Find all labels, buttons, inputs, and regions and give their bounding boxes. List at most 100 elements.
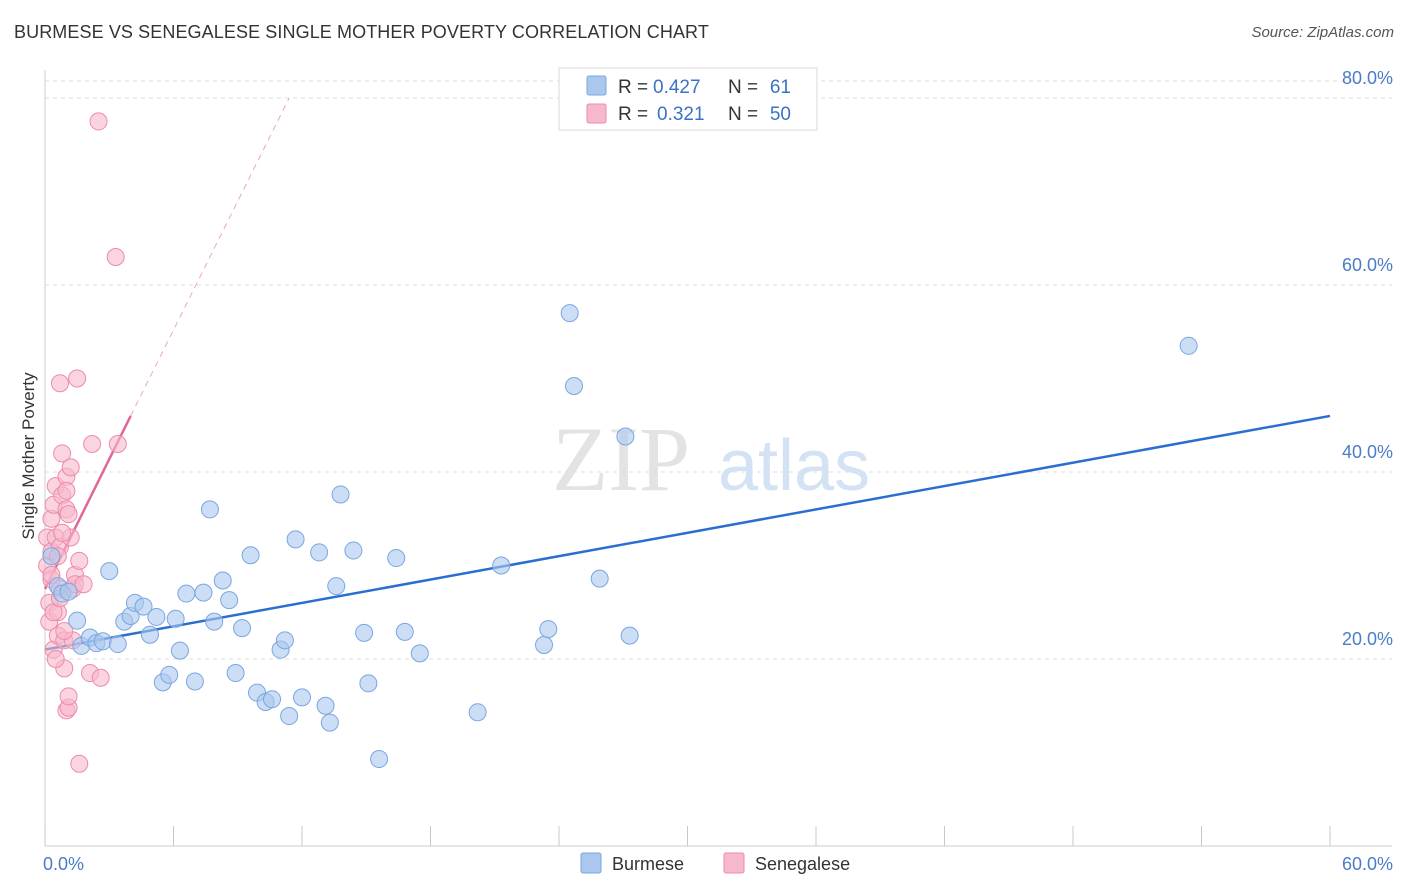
bottom-legend-label-burmese: Burmese (612, 854, 684, 874)
legend-r-value-2: 0.321 (657, 104, 705, 125)
burmese-point (233, 619, 252, 638)
grid-lines (45, 80, 1392, 660)
burmese-point (344, 541, 363, 560)
senegalese-point (57, 481, 76, 500)
bottom-legend-swatch-burmese (580, 852, 602, 874)
burmese-point (359, 674, 378, 693)
burmese-point (1179, 336, 1198, 355)
burmese-point (590, 569, 609, 588)
burmese-point (564, 377, 583, 396)
burmese-point (395, 622, 414, 641)
legend-swatch-burmese (586, 75, 607, 96)
senegalese-point (108, 434, 127, 453)
senegalese-point (70, 754, 89, 773)
burmese-point (370, 750, 389, 769)
senegalese-point (106, 247, 125, 266)
burmese-point (316, 696, 335, 715)
legend-n-value-2: 50 (770, 104, 791, 125)
burmese-point (331, 485, 350, 504)
series-legend: Burmese Senegalese (580, 852, 850, 874)
burmese-point (280, 707, 299, 726)
y-tick-label: 60.0% (1342, 255, 1393, 275)
burmese-trend-line (44, 414, 1331, 651)
legend-r-label-1: R = (618, 77, 648, 98)
legend-n-value-1: 61 (770, 77, 791, 98)
burmese-point (147, 607, 166, 626)
senegalese-point (70, 551, 89, 570)
x-tick-label-max: 60.0% (1342, 854, 1393, 874)
burmese-point (185, 672, 204, 691)
senegalese-point (89, 112, 108, 131)
burmese-point (220, 591, 239, 610)
watermark-zip: ZIP (552, 408, 690, 510)
legend-r-label-2: R = (618, 104, 648, 125)
bottom-legend-swatch-senegalese (723, 852, 745, 874)
burmese-point (492, 556, 511, 575)
burmese-point (310, 543, 329, 562)
senegalese-point (91, 668, 110, 687)
y-tick-label: 40.0% (1342, 442, 1393, 462)
burmese-point (140, 625, 159, 644)
burmese-point (213, 571, 232, 590)
burmese-point (226, 664, 245, 683)
burmese-point (100, 562, 119, 581)
senegalese-trend-extension (130, 97, 290, 417)
axes: 20.0% 40.0% 60.0% 80.0% 0.0% 60.0% (43, 68, 1393, 874)
senegalese-point (55, 621, 74, 640)
senegalese-point (53, 523, 72, 542)
burmese-point (59, 582, 78, 601)
burmese-point (263, 690, 282, 709)
burmese-point (560, 304, 579, 323)
y-axis-title: Single Mother Poverty (19, 372, 38, 540)
burmese-point (320, 713, 339, 732)
stats-legend: R = 0.427 N = 61 R = 0.321 N = 50 (558, 67, 818, 131)
burmese-point (468, 703, 487, 722)
y-tick-label: 20.0% (1342, 629, 1393, 649)
burmese-point (108, 635, 127, 654)
watermark-atlas: atlas (718, 426, 870, 506)
burmese-point (535, 635, 554, 654)
y-tick-label: 80.0% (1342, 68, 1393, 88)
burmese-point (170, 641, 189, 660)
burmese-point (616, 427, 635, 446)
burmese-point (177, 584, 196, 603)
trend-lines (43, 97, 1331, 651)
burmese-point (275, 631, 294, 650)
senegalese-point (53, 444, 72, 463)
burmese-point (293, 688, 311, 707)
legend-n-label-2: N = (728, 104, 758, 125)
source-label: Source: ZipAtlas.com (1251, 24, 1394, 41)
burmese-point (200, 500, 219, 519)
x-tick-label-min: 0.0% (43, 854, 84, 874)
legend-r-value-1: 0.427 (653, 77, 701, 98)
senegalese-point (74, 575, 93, 594)
burmese-point (387, 549, 406, 568)
burmese-point (205, 612, 224, 631)
senegalese-point (46, 650, 65, 669)
burmese-point (410, 644, 429, 663)
senegalese-points (38, 112, 127, 773)
burmese-point (194, 583, 213, 602)
senegalese-point (68, 369, 87, 388)
bottom-legend-label-senegalese: Senegalese (755, 854, 850, 874)
burmese-point (355, 623, 374, 642)
burmese-point (166, 609, 185, 628)
legend-swatch-senegalese (586, 103, 607, 124)
burmese-point (93, 632, 112, 651)
senegalese-point (59, 505, 78, 524)
burmese-point (68, 611, 87, 630)
burmese-point (42, 547, 61, 566)
senegalese-point (61, 458, 80, 477)
burmese-point (620, 626, 639, 645)
senegalese-point (50, 374, 69, 393)
burmese-point (241, 546, 260, 565)
burmese-point (286, 530, 305, 549)
chart-title: BURMESE VS SENEGALESE SINGLE MOTHER POVE… (14, 22, 709, 42)
burmese-point (539, 620, 558, 639)
burmese-points (42, 304, 1198, 769)
senegalese-point (59, 687, 78, 706)
burmese-point (327, 577, 346, 596)
senegalese-point (83, 434, 102, 453)
burmese-point (160, 665, 179, 684)
